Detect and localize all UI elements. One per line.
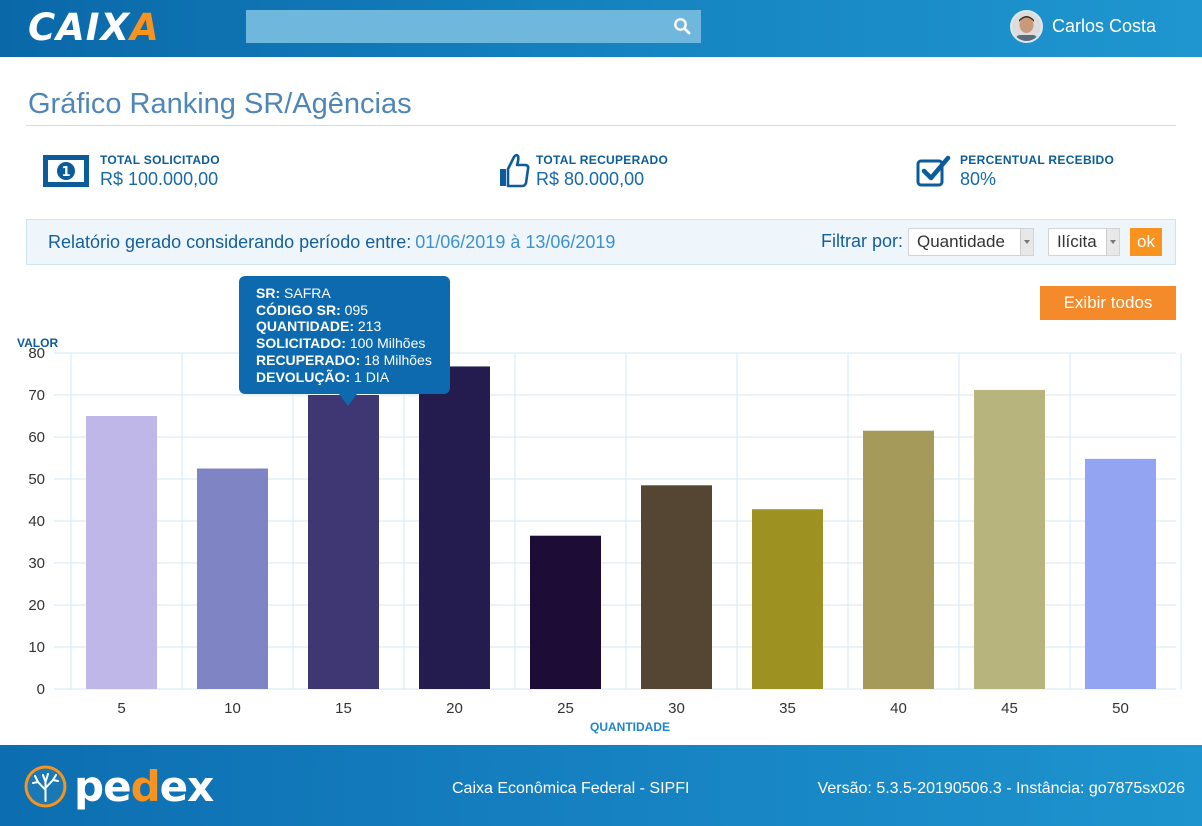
thumbs-up-icon	[500, 153, 530, 188]
tree-icon	[24, 765, 67, 808]
report-filter-bar: Relatório gerado considerando período en…	[26, 219, 1176, 265]
tooltip-sr-value: SAFRA	[284, 285, 331, 301]
x-tick-label: 5	[117, 700, 125, 717]
bar[interactable]	[974, 389, 1045, 689]
money-icon: 1	[43, 155, 89, 187]
y-tick-label: 70	[28, 387, 45, 404]
stat-percent-received: PERCENTUAL RECEBIDO 80%	[915, 153, 1114, 190]
svg-text:1: 1	[61, 165, 70, 180]
tooltip-sr-label: SR:	[256, 285, 281, 301]
tooltip-recovered-value: 18 Milhões	[364, 351, 432, 368]
chevron-down-icon[interactable]	[1106, 229, 1119, 255]
y-tick-label: 10	[28, 639, 45, 656]
caixa-logo[interactable]: CAIXA	[28, 6, 160, 49]
type-select-value: Ilícita	[1057, 232, 1097, 251]
stat-label: TOTAL SOLICITADO	[100, 153, 220, 167]
x-axis-title: QUANTIDADE	[590, 720, 670, 734]
show-all-button[interactable]: Exibir todos	[1040, 286, 1176, 320]
x-tick-label: 35	[779, 700, 796, 717]
pedex-brand-text: pedex	[74, 762, 214, 811]
filter-select[interactable]: Quantidade	[908, 228, 1034, 256]
stat-label: TOTAL RECUPERADO	[536, 153, 669, 167]
stat-value: R$ 80.000,00	[536, 169, 645, 189]
x-tick-label: 50	[1112, 700, 1129, 717]
x-tick-label: 25	[557, 700, 574, 717]
stat-value: 80%	[960, 169, 997, 189]
bar[interactable]	[86, 416, 157, 689]
x-tick-label: 40	[890, 700, 907, 717]
tooltip-code-label: CÓDIGO SR:	[256, 301, 341, 318]
check-square-icon	[916, 155, 951, 187]
footer: pedex Caixa Econômica Federal - SIPFI Ve…	[0, 745, 1202, 826]
chevron-down-icon[interactable]	[1020, 229, 1033, 255]
footer-organization: Caixa Econômica Federal - SIPFI	[452, 780, 690, 797]
y-tick-label: 0	[37, 681, 45, 698]
stat-label: PERCENTUAL RECEBIDO	[960, 153, 1115, 167]
bar[interactable]	[752, 509, 823, 689]
stat-total-recovered: TOTAL RECUPERADO R$ 80.000,00	[498, 153, 668, 190]
x-axis-ticks: 5 10 15 20 25 30 35 40 45 50	[117, 700, 1129, 717]
bar[interactable]	[1085, 458, 1156, 689]
tooltip-return-value: 1 DIA	[354, 368, 390, 385]
x-tick-label: 30	[668, 700, 685, 717]
stat-value: R$ 100.000,00	[100, 169, 219, 189]
stat-total-requested: 1 TOTAL SOLICITADO R$ 100.000,00	[42, 153, 220, 190]
tooltip-code-value: 095	[344, 301, 369, 318]
tooltip-return-label: DEVOLUÇÃO:	[256, 368, 351, 385]
bar[interactable]	[641, 485, 712, 689]
report-label: Relatório gerado considerando período en…	[48, 232, 412, 252]
y-tick-label: 80	[28, 345, 45, 362]
user-menu[interactable]: Carlos Costa	[1010, 10, 1156, 43]
x-tick-label: 15	[335, 700, 352, 717]
tooltip-recovered-label: RECUPERADO:	[256, 351, 361, 368]
bar-chart: VALOR 0 10 20 30 40 50 60 70 80 5 10 15 20 25 30 35 40 4…	[17, 336, 1182, 734]
bar[interactable]	[863, 430, 934, 689]
x-tick-label: 10	[224, 700, 241, 717]
y-tick-label: 50	[28, 471, 45, 488]
tooltip-qty-value: 213	[357, 318, 382, 335]
bar[interactable]	[419, 366, 490, 689]
tooltip-requested-label: SOLICITADO:	[256, 335, 346, 352]
report-period: 01/06/2019 à 13/06/2019	[415, 232, 616, 252]
search-icon[interactable]	[673, 17, 691, 35]
title-divider	[26, 125, 1176, 126]
user-name[interactable]: Carlos Costa	[1052, 16, 1157, 36]
page-title: Gráfico Ranking SR/Agências	[28, 88, 412, 120]
bar[interactable]	[308, 395, 379, 689]
avatar[interactable]	[1010, 10, 1043, 43]
tooltip-qty-label: QUANTIDADE:	[256, 318, 354, 335]
y-tick-label: 20	[28, 597, 45, 614]
y-tick-label: 40	[28, 513, 45, 530]
filter-select-value: Quantidade	[917, 232, 1005, 251]
bar-tooltip: SR: SAFRA CÓDIGO SR: 095 QUANTIDADE: 213…	[239, 276, 450, 406]
tooltip-requested-value: 100 Milhões	[349, 335, 426, 352]
type-select[interactable]: Ilícita	[1048, 228, 1120, 256]
x-tick-label: 45	[1001, 700, 1018, 717]
bar[interactable]	[530, 535, 601, 689]
ok-button[interactable]: ok	[1130, 228, 1162, 256]
bar[interactable]	[197, 468, 268, 690]
y-tick-label: 30	[28, 555, 45, 572]
top-header: CAIXA Carlos Costa	[0, 0, 1202, 57]
report-period-text: Relatório gerado considerando período en…	[48, 232, 615, 253]
search-input[interactable]	[246, 10, 701, 43]
chart-bars	[86, 366, 1156, 689]
y-axis-title: VALOR	[17, 336, 58, 350]
y-tick-label: 60	[28, 429, 45, 446]
y-axis-ticks: 0 10 20 30 40 50 60 70 80	[28, 345, 45, 698]
pedex-logo[interactable]: pedex	[23, 762, 214, 811]
footer-version: Versão: 5.3.5-20190506.3 - Instância: go…	[817, 780, 1185, 797]
filter-label: Filtrar por:	[821, 231, 904, 251]
x-tick-label: 20	[446, 700, 463, 717]
